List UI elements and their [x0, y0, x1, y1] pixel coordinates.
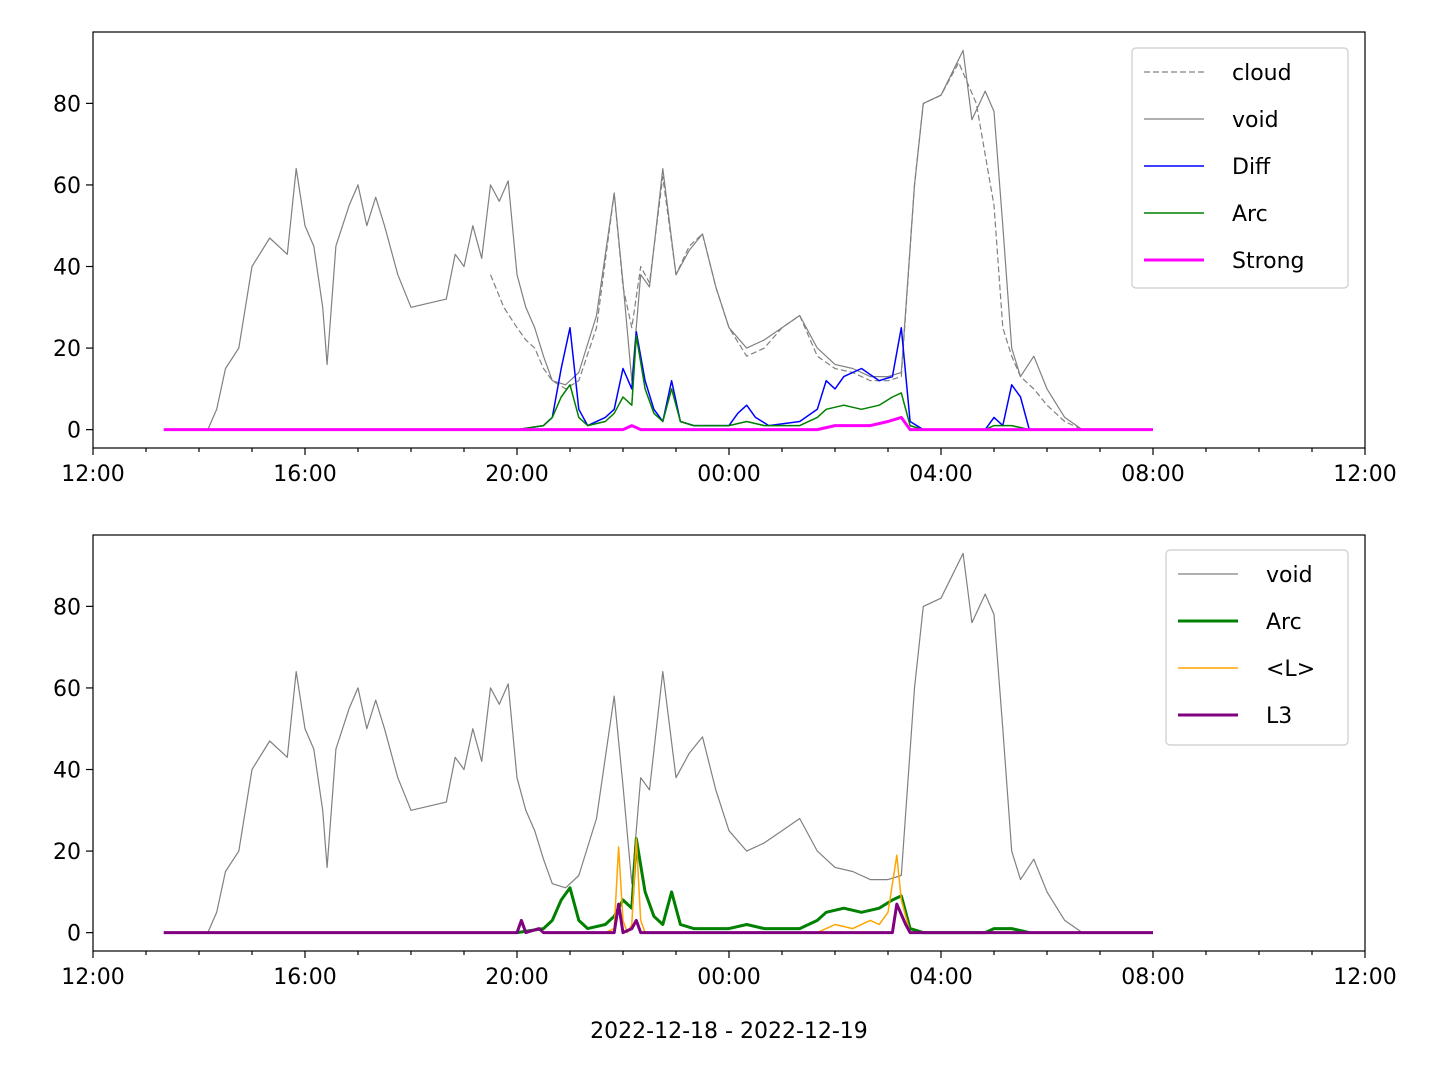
top-panel: 12:00 16:00 20:00 00:00 04:00 08:00 12:00 0 20 40…: [53, 31, 1397, 487]
y-tick-label: 20: [53, 840, 81, 865]
legend-label-void: void: [1232, 108, 1279, 133]
legend-box: [1165, 549, 1349, 746]
x-tick-label: 04:00: [909, 462, 972, 487]
plot-area: [163, 49, 1153, 432]
x-axis-label: 2022-12-18 - 2022-12-19: [590, 1019, 868, 1044]
legend-label-arc: Arc: [1266, 610, 1302, 635]
x-tick-label: 12:00: [61, 965, 124, 990]
x-tick-label: 16:00: [273, 965, 336, 990]
legend: cloud void Diff Arc Strong: [1131, 47, 1349, 289]
legend-label-strong: Strong: [1232, 249, 1305, 274]
series-line-strong: [163, 415, 1153, 432]
legend-label-void: void: [1266, 563, 1313, 588]
y-tick-label: 60: [53, 677, 81, 702]
x-tick-label: 12:00: [1333, 965, 1396, 990]
x-tick-label: 08:00: [1121, 462, 1184, 487]
x-tick-label: 04:00: [909, 965, 972, 990]
legend-label-l3: L3: [1266, 704, 1292, 729]
x-tick-label: 08:00: [1121, 965, 1184, 990]
legend-box: [1131, 47, 1349, 289]
y-tick-label: 0: [67, 922, 81, 947]
y-tick-label: 20: [53, 337, 81, 362]
series-line-void: [207, 552, 1083, 934]
legend-label-cloud: cloud: [1232, 61, 1292, 86]
legend-label-diff: Diff: [1232, 155, 1271, 180]
legend: void Arc <L> L3: [1165, 549, 1349, 746]
y-tick-label: 80: [53, 595, 81, 620]
x-tick-label: 20:00: [485, 965, 548, 990]
y-tick-label: 40: [53, 256, 81, 281]
x-tick-label: 00:00: [697, 965, 760, 990]
series-line-l: [604, 838, 911, 934]
series-line-diff: [516, 326, 1031, 431]
series-line-arc: [516, 837, 1030, 935]
y-tick-label: 40: [53, 759, 81, 784]
legend-label-arc: Arc: [1232, 202, 1268, 227]
plot-area: [163, 552, 1153, 935]
series-line-l3: [163, 902, 1153, 935]
x-tick-label: 12:00: [61, 462, 124, 487]
series-line-void: [207, 49, 1083, 431]
y-tick-label: 0: [67, 419, 81, 444]
x-tick-label: 20:00: [485, 462, 548, 487]
y-tick-label: 80: [53, 92, 81, 117]
x-tick-label: 16:00: [273, 462, 336, 487]
legend-label-l: <L>: [1266, 657, 1315, 682]
x-tick-label: 12:00: [1333, 462, 1396, 487]
y-tick-label: 60: [53, 174, 81, 199]
series-line-arc: [516, 335, 1030, 431]
series-line-cloud: [489, 62, 1083, 431]
bottom-panel: 12:00 16:00 20:00 00:00 04:00 08:00 12:00 0 20 40…: [53, 534, 1397, 1044]
x-tick-label: 00:00: [697, 462, 760, 487]
